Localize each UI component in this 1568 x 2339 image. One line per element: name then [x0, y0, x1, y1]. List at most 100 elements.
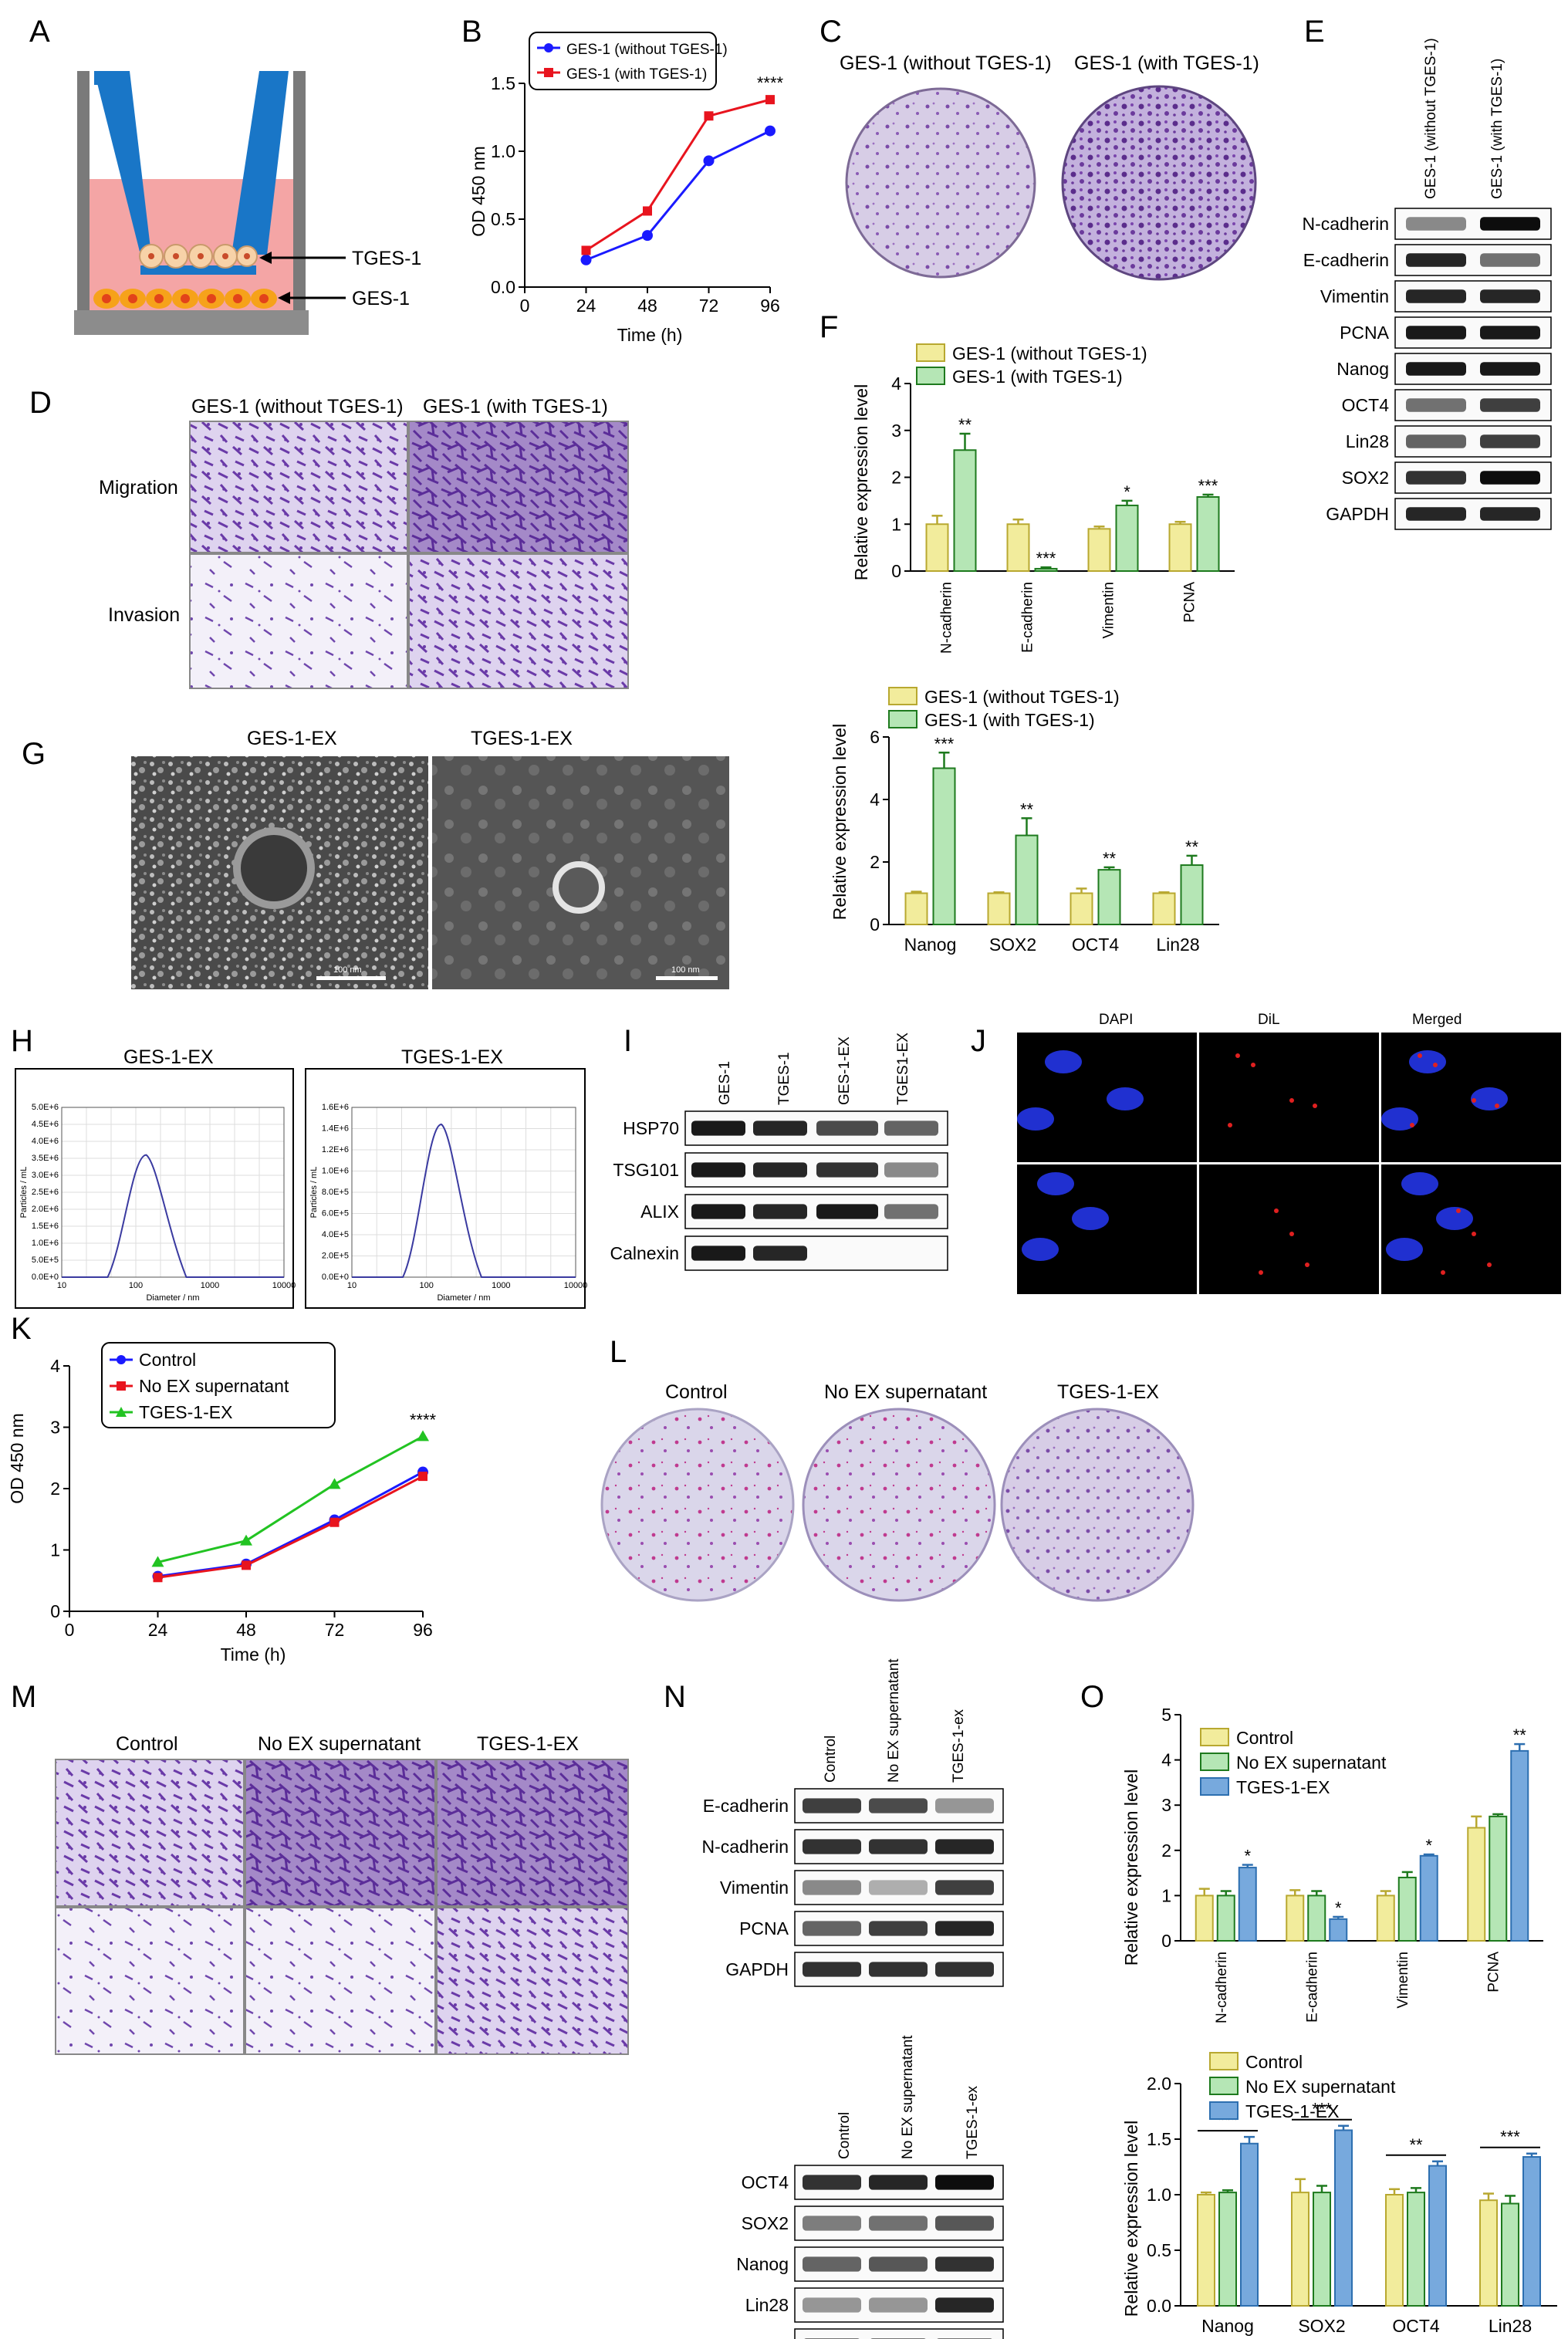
chart-O1-bar	[1238, 1867, 1257, 1942]
h-ytick-label: 4.0E+6	[32, 1137, 59, 1146]
panel-n-western-blot: Control No EX supernatant TGES-1-ex E-cadhe…	[702, 1658, 1004, 2339]
h-ytick-label: 1.0E+6	[32, 1239, 59, 1248]
chart-F2-category-label: Lin28	[1156, 935, 1199, 955]
chart-F1-significance: ***	[1198, 476, 1218, 495]
chart-B-significance: ****	[757, 73, 784, 93]
j-dil-spot	[1472, 1232, 1476, 1236]
blot-N-band	[935, 2256, 994, 2272]
chart-F2-ytick-label: 6	[870, 727, 880, 747]
blot-N-band	[869, 2256, 928, 2272]
tges1-cells	[139, 244, 258, 269]
blot-I-band	[753, 1246, 807, 1261]
blot-I-lane-label: GES-1-EX	[836, 1036, 853, 1105]
m-image-migration-tges1ex	[436, 1759, 629, 1907]
chart-F1-bar	[1168, 523, 1192, 572]
chart-F2-legend-swatch	[888, 687, 917, 705]
h-ytick-label: 1.5E+6	[32, 1222, 59, 1231]
j-nucleus	[1386, 1238, 1423, 1261]
h-ytick-label: 2.0E+5	[322, 1252, 349, 1261]
chart-B-ytick-label: 1.5	[491, 73, 515, 93]
j-nucleus	[1022, 1238, 1059, 1261]
chart-O2-legend-label: No EX supernatant	[1245, 2077, 1396, 2097]
chart-K-point	[242, 1560, 251, 1570]
chart-O1-bar	[1467, 1827, 1486, 1942]
chart-F1-bar	[925, 523, 949, 572]
d-column-left: GES-1 (without TGES-1)	[191, 396, 404, 417]
blot-N-band	[935, 1839, 994, 1854]
chart-K-point	[328, 1478, 341, 1489]
chart-O2-bar	[1334, 2129, 1353, 2307]
g-scalebar-right-label: 100 nm	[671, 965, 700, 975]
d-image-migration-with	[408, 421, 629, 553]
panel-d-transwell: GES-1 (without TGES-1) GES-1 (with TGES-…	[99, 396, 629, 689]
h-title-right: TGES-1-EX	[401, 1046, 503, 1068]
label-tges1: TGES-1	[352, 248, 421, 269]
blot-N-lane-label: TGES-1-ex	[951, 1709, 967, 1783]
chart-B-legend-label: GES-1 (without TGES-1)	[566, 42, 728, 58]
chart-F2-bar	[987, 892, 1011, 925]
chart-O1-ytick-label: 4	[1161, 1750, 1171, 1770]
chart-B-point	[643, 206, 652, 216]
dish-without-tges1	[845, 87, 1036, 279]
j-dil-spot	[1495, 1104, 1499, 1108]
h-ytick-label: 2.0E+6	[32, 1205, 59, 1214]
blot-E-band	[1480, 471, 1540, 485]
h-xlabel: Diameter / nm	[146, 1293, 199, 1303]
chart-o2-ylabel: Relative expression level	[1121, 2121, 1141, 2317]
chart-O2-bar	[1240, 2142, 1259, 2307]
chart-F2-category-label: Nanog	[904, 935, 957, 955]
blot-I-lane-label: TGES1-EX	[895, 1033, 911, 1105]
j-image-r1-c1	[1199, 1164, 1379, 1294]
chart-F2-bar	[932, 767, 956, 925]
c-caption-right: GES-1 (with TGES-1)	[1074, 52, 1259, 74]
label-ges1: GES-1	[352, 288, 410, 309]
m-image-invasion-control	[55, 1907, 245, 2055]
blot-N-band	[803, 1798, 861, 1813]
chart-B-ytick-label: 0.5	[491, 209, 515, 229]
chart-K-xtick-label: 48	[236, 1620, 256, 1640]
blot-E-band	[1480, 289, 1540, 303]
blot-N-protein-label: Nanog	[736, 2254, 789, 2274]
j-dil-spot	[1235, 1053, 1240, 1058]
chart-K-point	[329, 1517, 340, 1527]
chart-K-series-line	[157, 1435, 424, 1563]
chart-K-xtick-label: 24	[148, 1620, 168, 1640]
chart-O1-category-label: E-cadherin	[1304, 1952, 1320, 2023]
blot-E-band	[1406, 289, 1466, 303]
chart-o1-ylabel: Relative expression level	[1121, 1769, 1141, 1966]
blot-N-band	[869, 2175, 928, 2190]
blot-E-band	[1406, 362, 1466, 376]
e-lane-1: GES-1 (without TGES-1)	[1423, 38, 1439, 199]
blot-E-band	[1406, 507, 1466, 521]
blot-N-lane-label: No EX supernatant	[900, 2035, 916, 2159]
chart-O1-legend-label: Control	[1236, 1728, 1293, 1748]
panel-h-nta: GES-1-EX TGES-1-EX 0.0E+0 5.0E+5 1.0E+6 1.5…	[15, 1046, 587, 1309]
g-vesicle-ges1	[233, 827, 315, 909]
chart-K-legend-marker	[117, 1381, 126, 1391]
chart-F1-legend-swatch	[916, 343, 945, 362]
chart-F2-bar	[1152, 892, 1176, 925]
chart-O2-ytick-label: 1.5	[1147, 2129, 1171, 2149]
blot-N-band	[869, 2216, 928, 2231]
j-nucleus	[1381, 1107, 1418, 1131]
chart-O1-category-label: N-cadherin	[1214, 1952, 1230, 2023]
blot-N-band	[869, 1962, 928, 1977]
c-caption-left: GES-1 (without TGES-1)	[840, 52, 1052, 74]
blot-N-band	[869, 1880, 928, 1895]
blot-N-band	[869, 1839, 928, 1854]
chart-K-xtick-label: 72	[325, 1620, 345, 1640]
panel-letter-g: G	[22, 737, 46, 771]
chart-O1-bar	[1489, 1815, 1508, 1942]
h-ytick-label: 4.0E+5	[322, 1230, 349, 1239]
d-column-right: GES-1 (with TGES-1)	[423, 396, 608, 417]
chart-F2-category-label: OCT4	[1072, 935, 1120, 955]
chart-F1-bar	[1196, 496, 1220, 573]
chart-B-legend-marker	[544, 43, 553, 52]
chart-F2-legend-label: GES-1 (with TGES-1)	[924, 710, 1095, 730]
chart-F1-bar	[1115, 504, 1139, 573]
h-size-distribution-curve	[352, 1123, 576, 1278]
panel-e-western-blot: GES-1 (without TGES-1) GES-1 (with TGES-…	[1303, 38, 1552, 530]
h-ylabel: Particles / mL	[309, 1167, 319, 1219]
chart-B-xtick-label: 48	[637, 296, 657, 316]
